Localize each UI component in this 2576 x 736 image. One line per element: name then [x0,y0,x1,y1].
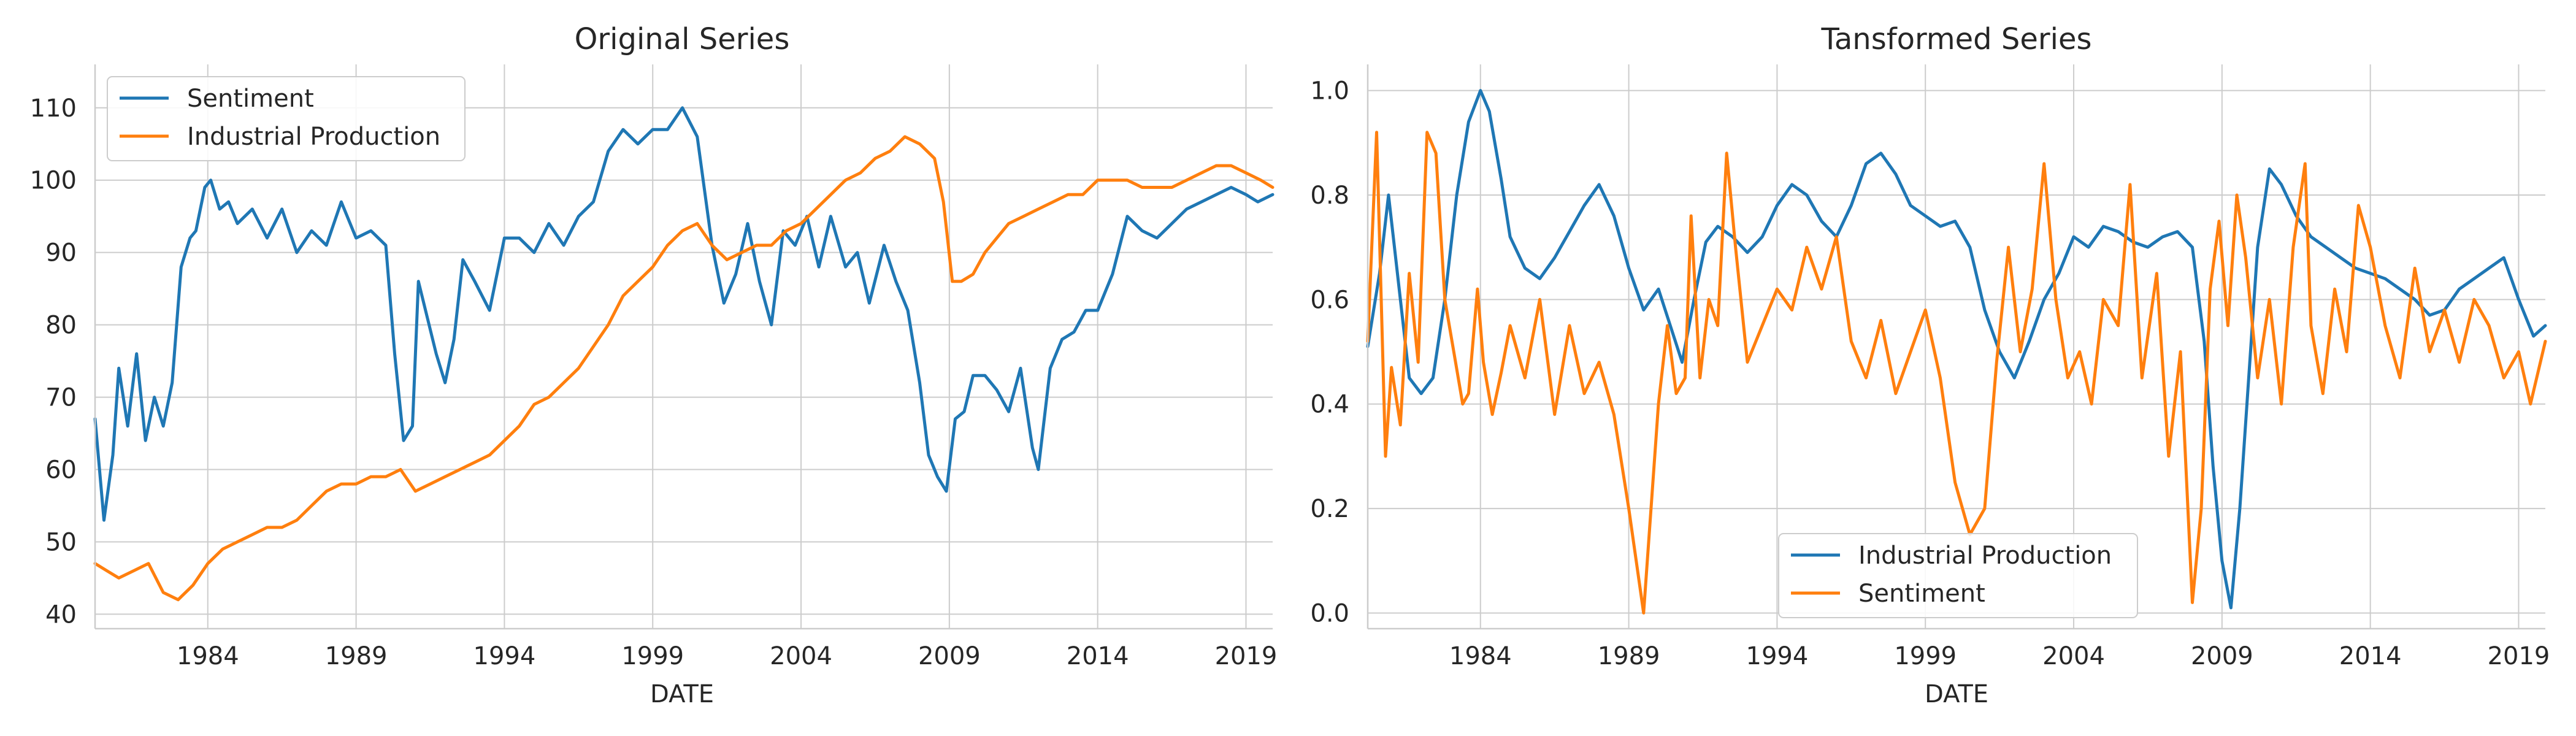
chart-title: Original Series [575,22,790,56]
x-tick-label: 2009 [918,642,981,670]
y-tick-label: 0.8 [1310,182,1349,210]
y-tick-label: 100 [30,167,77,195]
x-tick-label: 2019 [2488,642,2550,670]
series-line-sentiment [1366,131,2547,615]
chart-transformed-series: Tansformed Series 1984 1989 1994 1999 2004 20… [1310,22,2550,708]
x-tick-label: 1989 [1598,642,1660,670]
y-tick-label: 60 [45,456,77,485]
legend: Industrial Production Sentiment [1778,533,2138,618]
x-tick-label: 2009 [2191,642,2253,670]
series-lines [1366,89,2547,615]
legend-label-1: Industrial Production [1858,542,2112,570]
x-tick-label: 1994 [473,642,536,670]
legend-label-2: Industrial Production [187,123,440,151]
tick-labels: 1984 1989 1994 1999 2004 2009 2014 2019 40 50 60 70… [30,94,1278,670]
x-tick-label: 1994 [1746,642,1809,670]
series-line-industrial-production [93,135,1275,602]
x-tick-label: 1989 [325,642,388,670]
legend-label-1: Sentiment [187,85,314,113]
y-tick-label: 1.0 [1310,77,1349,105]
x-tick-label: 2014 [2339,642,2402,670]
x-tick-label: 2014 [1067,642,1129,670]
x-tick-label: 1984 [1449,642,1512,670]
x-tick-label: 2019 [1215,642,1278,670]
series-lines [93,106,1275,602]
y-tick-label: 40 [45,600,77,629]
legend-label-2: Sentiment [1858,580,1985,608]
axes [1367,64,2545,630]
y-tick-label: 80 [45,312,77,340]
x-tick-label: 1984 [177,642,239,670]
x-tick-label: 1999 [1894,642,1957,670]
y-tick-label: 0.2 [1310,495,1349,523]
tick-labels: 1984 1989 1994 1999 2004 2009 2014 2019 0.0 0.2 0.… [1310,77,2550,670]
axes [94,64,1273,630]
y-tick-label: 0.0 [1310,599,1349,627]
y-tick-label: 0.6 [1310,286,1349,314]
grid [1368,64,2545,629]
series-line-industrial-production [1366,89,2547,610]
legend-box [107,76,466,161]
chart-title: Tansformed Series [1821,22,2092,56]
legend-box [1778,533,2138,618]
x-tick-label: 2004 [2042,642,2105,670]
x-tick-label: 1999 [621,642,684,670]
series-line-sentiment [93,106,1275,522]
x-axis-label: DATE [650,680,714,708]
y-tick-label: 90 [45,239,77,267]
y-tick-label: 50 [45,528,77,556]
x-axis-label: DATE [1925,680,1988,708]
y-tick-label: 70 [45,384,77,412]
x-tick-label: 2004 [770,642,832,670]
legend: Sentiment Industrial Production [107,76,466,161]
y-tick-label: 0.4 [1310,391,1349,419]
chart-original-series: Original Series 1984 1989 1994 1999 2004 2009… [30,22,1278,708]
y-tick-label: 110 [30,94,77,123]
